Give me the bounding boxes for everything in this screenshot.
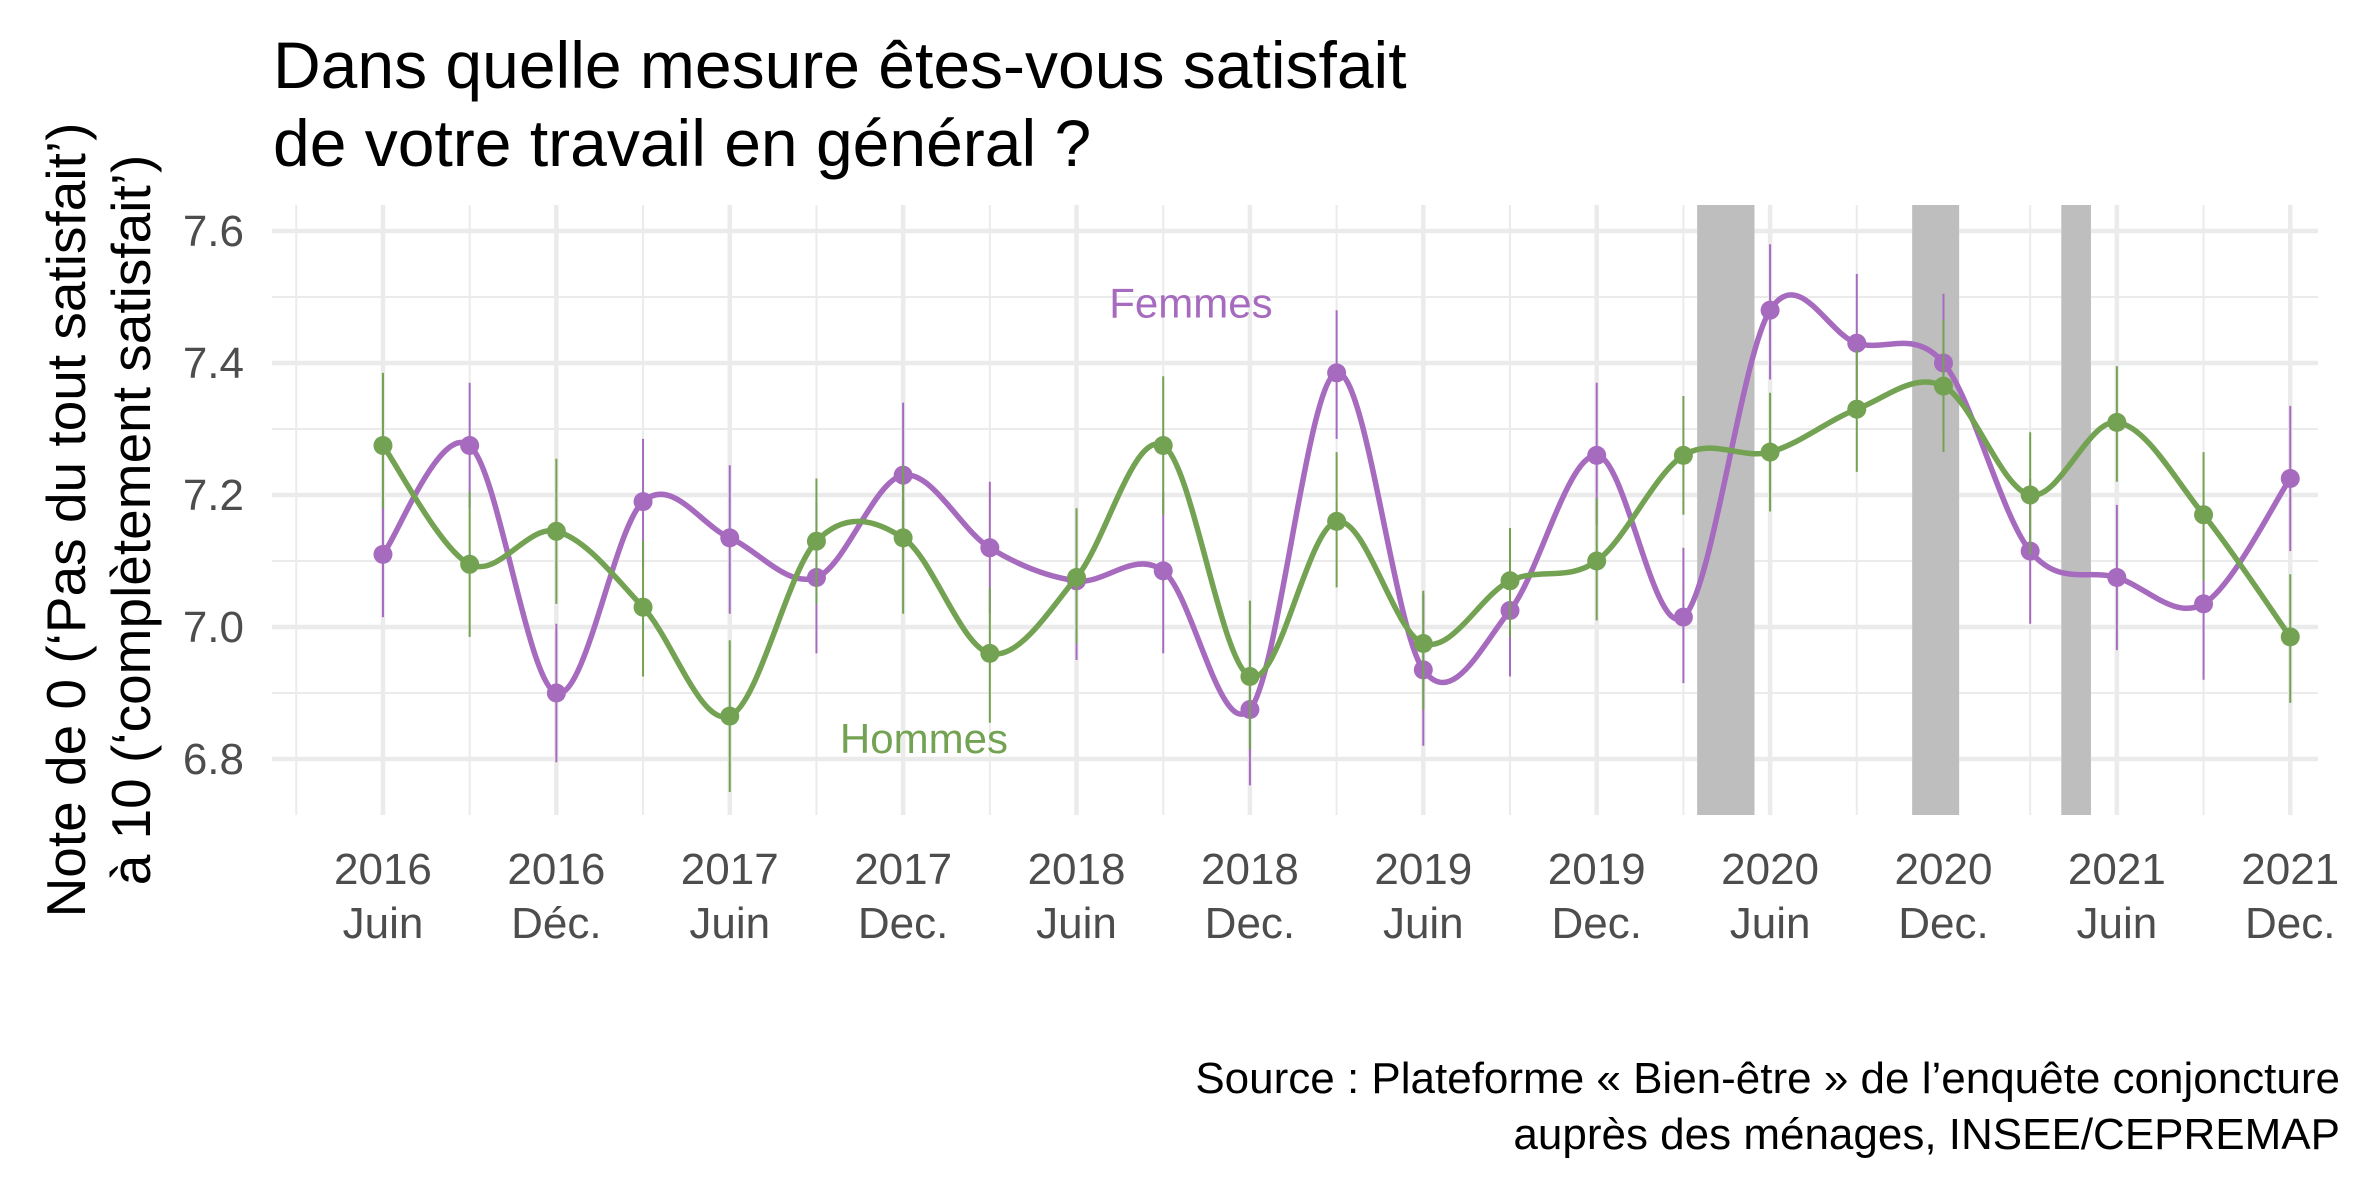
data-point: [1760, 300, 1780, 320]
data-point: [1847, 399, 1867, 419]
caption-line: auprès des ménages, INSEE/CEPREMAP: [1513, 1110, 2340, 1159]
data-point: [633, 492, 653, 512]
data-series: Femmes Hommes: [373, 244, 2300, 792]
series-label: Hommes: [840, 715, 1008, 762]
x-tick-year: 2018: [1028, 845, 1126, 894]
data-point: [1327, 511, 1347, 531]
data-point: [2280, 627, 2300, 647]
data-point: [1067, 568, 1087, 587]
data-point: [633, 597, 653, 617]
y-axis-label-line: Note de 0 (‘Pas du tout satisfait’): [35, 123, 97, 918]
y-axis-ticks: 6.8 7.0 7.2 7.4 7.6: [183, 207, 244, 784]
chart-title: Dans quelle mesure êtes-vous satisfaitde…: [273, 28, 1407, 180]
data-point: [1847, 333, 1867, 353]
data-point: [1413, 634, 1433, 653]
shaded-period-overlay: [1697, 205, 1755, 815]
data-point: [1587, 445, 1607, 465]
series-label: Femmes: [1109, 280, 1272, 327]
data-point: [2107, 568, 2127, 587]
x-tick-month: Déc.: [511, 899, 601, 948]
source-caption: Source : Plateforme « Bien-être » de l’e…: [1195, 1054, 2340, 1159]
x-tick-month: Dec.: [1205, 899, 1295, 948]
x-tick-year: 2019: [1548, 845, 1646, 894]
data-point: [1673, 607, 1693, 627]
data-point: [460, 436, 480, 455]
x-tick-month: Juin: [1730, 899, 1811, 948]
x-tick-year: 2018: [1201, 845, 1299, 894]
y-tick-label: 6.8: [183, 735, 244, 784]
data-point: [1327, 363, 1347, 383]
data-point: [2020, 485, 2040, 505]
x-tick-month: Dec.: [1898, 899, 1988, 948]
data-point: [980, 538, 1000, 558]
x-tick-month: Juin: [1383, 899, 1464, 948]
data-point: [546, 683, 566, 703]
x-tick-year: 2020: [1721, 845, 1819, 894]
shaded-period-overlay: [2061, 205, 2091, 815]
x-tick-month: Dec.: [1551, 899, 1641, 948]
data-point: [720, 706, 740, 726]
y-axis-label-line: à 10 (‘complètement satisfait’): [100, 155, 162, 886]
shaded-period-overlay: [1912, 205, 1960, 815]
data-point: [2194, 505, 2214, 525]
x-tick-year: 2017: [681, 845, 779, 894]
data-point: [893, 528, 913, 548]
caption-line: Source : Plateforme « Bien-être » de l’e…: [1195, 1054, 2340, 1103]
x-axis-ticks: 2016 Juin 2016 Déc. 2017 Juin 2017 Dec. 2018 Juin…: [334, 845, 2339, 948]
series-hommes: Hommes: [373, 320, 2300, 792]
x-tick-year: 2016: [334, 845, 432, 894]
data-point: [1587, 551, 1607, 571]
x-tick-year: 2020: [1895, 845, 1993, 894]
x-tick-month: Dec.: [2245, 899, 2335, 948]
x-tick-year: 2016: [507, 845, 605, 894]
data-point: [2107, 412, 2127, 432]
data-point: [720, 528, 740, 548]
data-point: [1673, 445, 1693, 465]
data-point: [1240, 667, 1260, 686]
data-point: [1500, 571, 1520, 591]
x-tick-month: Juin: [2077, 899, 2158, 948]
data-point: [2194, 594, 2214, 614]
x-tick-month: Dec.: [858, 899, 948, 948]
y-tick-label: 7.2: [183, 471, 244, 520]
data-point: [980, 643, 1000, 663]
data-point: [1933, 376, 1953, 396]
x-tick-year: 2019: [1374, 845, 1472, 894]
data-point: [373, 436, 393, 455]
x-tick-year: 2021: [2241, 845, 2339, 894]
data-point: [460, 554, 480, 574]
gridlines: [272, 205, 2318, 815]
data-point: [806, 531, 826, 551]
y-tick-label: 7.6: [183, 207, 244, 256]
y-axis-label: Note de 0 (‘Pas du tout satisfait’) à 10 …: [35, 123, 162, 918]
x-tick-month: Juin: [1036, 899, 1117, 948]
y-tick-label: 7.0: [183, 603, 244, 652]
x-tick-year: 2021: [2068, 845, 2166, 894]
x-tick-month: Juin: [343, 899, 424, 948]
data-point: [546, 521, 566, 541]
title-line: Dans quelle mesure êtes-vous satisfait: [273, 28, 1407, 102]
series-line: [380, 379, 2294, 720]
title-line: de votre travail en général ?: [273, 106, 1091, 180]
y-tick-label: 7.4: [183, 339, 244, 388]
x-tick-month: Juin: [689, 899, 770, 948]
data-point: [1760, 442, 1780, 462]
data-point: [373, 544, 393, 564]
data-point: [1153, 561, 1173, 581]
x-tick-year: 2017: [854, 845, 952, 894]
data-point: [2280, 469, 2300, 488]
data-point: [1153, 436, 1173, 455]
